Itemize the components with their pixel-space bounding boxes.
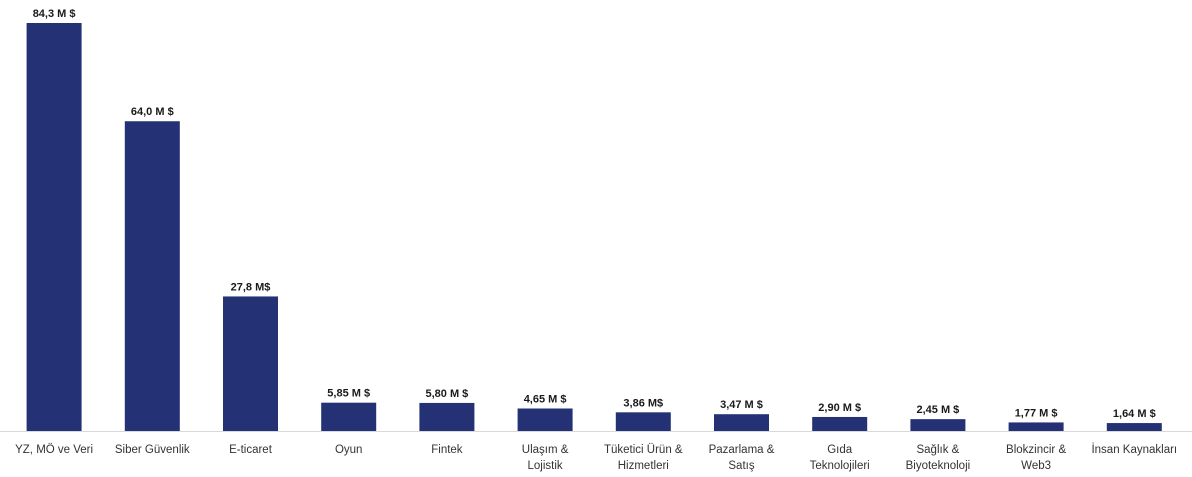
category-label-0: YZ, MÖ ve Veri [15,444,93,456]
category-label-line: Lojistik [528,460,563,472]
bar-8 [812,416,868,431]
value-label-3: 5,85 M $ [327,388,370,400]
category-label-line: Fintek [431,444,463,456]
category-label-line: Blokzincir & [1006,444,1066,456]
category-label-line: İnsan Kaynakları [1091,443,1177,456]
bars-group [26,23,1162,431]
category-label-7: Pazarlama & Satış [709,444,775,472]
value-label-0: 84,3 M $ [33,8,76,20]
category-label-line: Satış [728,460,754,472]
category-label-8: Gıda Teknolojileri [810,444,870,472]
category-label-line: Web3 [1021,460,1051,472]
bar-0 [26,23,82,431]
category-labels-group: YZ, MÖ ve Veri Siber Güvenlik E-ticaret Oyu… [15,443,1177,472]
bar-4 [419,402,475,431]
value-label-10: 1,77 M $ [1015,407,1058,419]
category-label-line: Pazarlama & [709,444,775,456]
category-label-11: İnsan Kaynakları [1091,443,1177,456]
value-label-4: 5,80 M $ [425,388,468,400]
value-label-1: 64,0 M $ [131,106,174,118]
value-label-5: 4,65 M $ [524,393,567,405]
category-label-line: Gıda [827,444,853,456]
category-label-line: Biyoteknoloji [906,460,971,472]
value-label-11: 1,64 M $ [1113,408,1156,420]
value-label-8: 2,90 M $ [818,402,861,414]
category-label-line: Ulaşım & [522,444,569,456]
category-label-6: Tüketici Ürün & Hizmetleri [604,444,683,472]
bar-6 [615,412,671,431]
category-label-line: Hizmetleri [618,460,669,472]
bar-5 [517,408,573,431]
category-label-3: Oyun [335,444,363,456]
bar-2 [223,296,278,431]
bar-7 [714,414,769,431]
category-label-4: Fintek [431,444,463,456]
category-label-line: Sağlık & [916,444,959,456]
category-label-line: Siber Güvenlik [115,444,190,456]
bar-3 [321,402,377,431]
value-label-7: 3,47 M $ [720,399,763,411]
category-label-line: YZ, MÖ ve Veri [15,444,93,456]
category-label-line: E-ticaret [229,444,273,456]
category-label-line: Teknolojileri [810,460,870,472]
bar-11 [1106,423,1162,431]
value-label-9: 2,45 M $ [916,404,959,416]
category-label-line: Oyun [335,444,363,456]
value-label-6: 3,86 M$ [623,397,663,409]
category-label-1: Siber Güvenlik [115,444,190,456]
category-label-10: Blokzincir & Web3 [1006,444,1066,472]
value-label-2: 27,8 M$ [231,281,271,293]
bar-10 [1008,422,1064,431]
bar-1 [124,121,180,431]
bar-9 [910,419,966,431]
category-label-line: Tüketici Ürün & [604,444,683,456]
category-label-9: Sağlık & Biyoteknoloji [906,444,971,472]
value-labels-group: 84,3 M $ 64,0 M $ 27,8 M$ 5,85 M $ 5,80 M $ 4… [33,8,1156,420]
category-label-2: E-ticaret [229,444,273,456]
category-label-5: Ulaşım & Lojistik [522,444,569,472]
